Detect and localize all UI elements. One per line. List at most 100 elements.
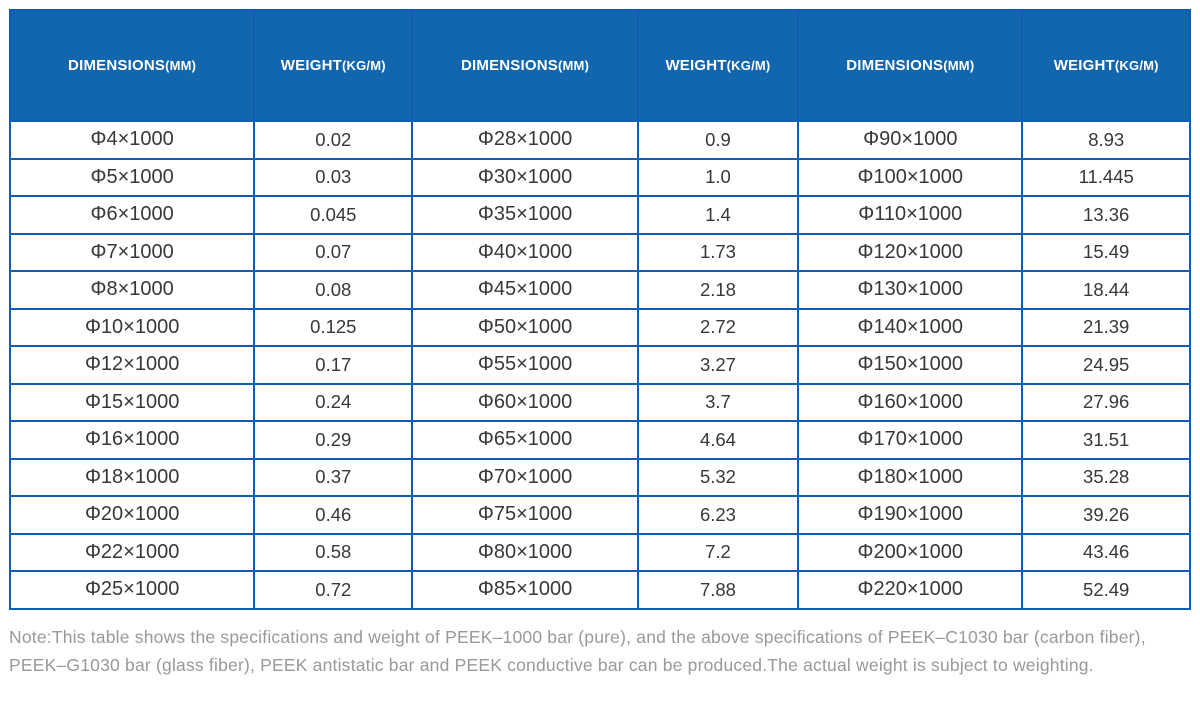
weight-cell: 8.93	[1021, 120, 1191, 160]
dimension-cell: Φ85×1000	[411, 570, 639, 610]
dimension-cell: Φ60×1000	[411, 382, 639, 422]
column-header-weight: WEIGHT(KG/M)	[1021, 9, 1191, 122]
table-row: Φ8×1000 0.08 Φ45×1000 2.18 Φ130×1000 18.44	[8, 270, 1191, 310]
dimension-cell: Φ35×1000	[411, 195, 639, 235]
dimension-cell: Φ170×1000	[797, 420, 1024, 460]
dimension-cell: Φ40×1000	[411, 232, 639, 272]
dimension-cell: Φ10×1000	[8, 307, 256, 347]
dimension-cell: Φ28×1000	[411, 120, 639, 160]
table-row: Φ16×1000 0.29 Φ65×1000 4.64 Φ170×1000 31.51	[8, 420, 1191, 460]
dimension-cell: Φ200×1000	[797, 532, 1024, 572]
dimension-cell: Φ160×1000	[797, 382, 1024, 422]
table-row: Φ12×1000 0.17 Φ55×1000 3.27 Φ150×1000 24.95	[8, 345, 1191, 385]
weight-cell: 0.07	[253, 232, 414, 272]
dimension-cell: Φ140×1000	[797, 307, 1024, 347]
weight-cell: 35.28	[1021, 457, 1191, 497]
weight-cell: 3.27	[636, 345, 800, 385]
weight-cell: 15.49	[1021, 232, 1191, 272]
weight-cell: 2.72	[636, 307, 800, 347]
column-header-dimensions: DIMENSIONS(MM)	[8, 9, 256, 122]
weight-cell: 0.17	[253, 345, 414, 385]
dimension-cell: Φ6×1000	[8, 195, 256, 235]
table-row: Φ5×1000 0.03 Φ30×1000 1.0 Φ100×1000 11.445	[8, 157, 1191, 197]
weight-cell: 7.88	[636, 570, 800, 610]
peek-bar-spec-table: DIMENSIONS(MM) WEIGHT(KG/M) DIMENSIONS(MM)…	[8, 9, 1191, 610]
footnote: Note:This table shows the specifications…	[9, 623, 1191, 679]
table-row: Φ4×1000 0.02 Φ28×1000 0.9 Φ90×1000 8.93	[8, 120, 1191, 160]
dimension-cell: Φ4×1000	[8, 120, 256, 160]
weight-cell: 27.96	[1021, 382, 1191, 422]
table-row: Φ10×1000 0.125 Φ50×1000 2.72 Φ140×1000 21.39	[8, 307, 1191, 347]
footnote-line-2: PEEK–G1030 bar (glass fiber), PEEK antis…	[9, 654, 1094, 675]
weight-cell: 0.9	[636, 120, 800, 160]
dimension-cell: Φ25×1000	[8, 570, 256, 610]
weight-cell: 3.7	[636, 382, 800, 422]
weight-cell: 18.44	[1021, 270, 1191, 310]
weight-cell: 0.46	[253, 495, 414, 535]
dimension-cell: Φ65×1000	[411, 420, 639, 460]
weight-cell: 0.29	[253, 420, 414, 460]
dimension-cell: Φ120×1000	[797, 232, 1024, 272]
weight-cell: 1.73	[636, 232, 800, 272]
header-row: DIMENSIONS(MM) WEIGHT(KG/M) DIMENSIONS(MM)…	[8, 9, 1191, 122]
weight-cell: 0.045	[253, 195, 414, 235]
table-row: Φ6×1000 0.045 Φ35×1000 1.4 Φ110×1000 13.36	[8, 195, 1191, 235]
weight-cell: 0.08	[253, 270, 414, 310]
dimension-cell: Φ70×1000	[411, 457, 639, 497]
column-header-dimensions: DIMENSIONS(MM)	[797, 9, 1024, 122]
weight-cell: 1.4	[636, 195, 800, 235]
dimension-cell: Φ190×1000	[797, 495, 1024, 535]
weight-cell: 52.49	[1021, 570, 1191, 610]
dimension-cell: Φ180×1000	[797, 457, 1024, 497]
table-row: Φ25×1000 0.72 Φ85×1000 7.88 Φ220×1000 52.49	[8, 570, 1191, 610]
weight-cell: 11.445	[1021, 157, 1191, 197]
table-row: Φ15×1000 0.24 Φ60×1000 3.7 Φ160×1000 27.96	[8, 382, 1191, 422]
dimension-cell: Φ18×1000	[8, 457, 256, 497]
weight-cell: 0.58	[253, 532, 414, 572]
weight-cell: 6.23	[636, 495, 800, 535]
weight-cell: 1.0	[636, 157, 800, 197]
weight-cell: 0.02	[253, 120, 414, 160]
dimension-cell: Φ45×1000	[411, 270, 639, 310]
weight-cell: 2.18	[636, 270, 800, 310]
weight-cell: 39.26	[1021, 495, 1191, 535]
dimension-cell: Φ7×1000	[8, 232, 256, 272]
weight-cell: 24.95	[1021, 345, 1191, 385]
dimension-cell: Φ130×1000	[797, 270, 1024, 310]
dimension-cell: Φ20×1000	[8, 495, 256, 535]
weight-cell: 21.39	[1021, 307, 1191, 347]
weight-cell: 13.36	[1021, 195, 1191, 235]
column-header-weight: WEIGHT(KG/M)	[636, 9, 800, 122]
table-header: DIMENSIONS(MM) WEIGHT(KG/M) DIMENSIONS(MM)…	[8, 9, 1191, 122]
weight-cell: 7.2	[636, 532, 800, 572]
weight-cell: 4.64	[636, 420, 800, 460]
table-body: Φ4×1000 0.02 Φ28×1000 0.9 Φ90×1000 8.93 Φ5×100…	[8, 120, 1191, 610]
table-row: Φ7×1000 0.07 Φ40×1000 1.73 Φ120×1000 15.49	[8, 232, 1191, 272]
weight-cell: 0.72	[253, 570, 414, 610]
weight-cell: 0.37	[253, 457, 414, 497]
column-header-dimensions: DIMENSIONS(MM)	[411, 9, 639, 122]
weight-cell: 0.03	[253, 157, 414, 197]
column-header-weight: WEIGHT(KG/M)	[253, 9, 414, 122]
dimension-cell: Φ30×1000	[411, 157, 639, 197]
dimension-cell: Φ8×1000	[8, 270, 256, 310]
dimension-cell: Φ50×1000	[411, 307, 639, 347]
table-row: Φ20×1000 0.46 Φ75×1000 6.23 Φ190×1000 39.26	[8, 495, 1191, 535]
dimension-cell: Φ90×1000	[797, 120, 1024, 160]
weight-cell: 43.46	[1021, 532, 1191, 572]
dimension-cell: Φ12×1000	[8, 345, 256, 385]
table-row: Φ18×1000 0.37 Φ70×1000 5.32 Φ180×1000 35.28	[8, 457, 1191, 497]
dimension-cell: Φ100×1000	[797, 157, 1024, 197]
dimension-cell: Φ5×1000	[8, 157, 256, 197]
footnote-line-1: Note:This table shows the specifications…	[9, 626, 1146, 647]
dimension-cell: Φ110×1000	[797, 195, 1024, 235]
dimension-cell: Φ220×1000	[797, 570, 1024, 610]
dimension-cell: Φ150×1000	[797, 345, 1024, 385]
weight-cell: 31.51	[1021, 420, 1191, 460]
dimension-cell: Φ16×1000	[8, 420, 256, 460]
dimension-cell: Φ75×1000	[411, 495, 639, 535]
table-row: Φ22×1000 0.58 Φ80×1000 7.2 Φ200×1000 43.46	[8, 532, 1191, 572]
weight-cell: 0.125	[253, 307, 414, 347]
dimension-cell: Φ22×1000	[8, 532, 256, 572]
